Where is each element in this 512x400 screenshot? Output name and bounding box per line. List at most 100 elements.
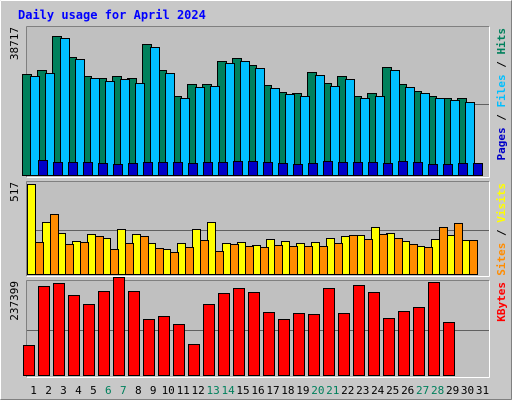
hits-bar-files-day-8	[135, 83, 145, 176]
hits-axis-title-hits: Hits	[495, 28, 508, 55]
kbytes-bar-kbytes-day-28	[428, 282, 440, 376]
hits-bar-files-day-2	[45, 73, 55, 176]
x-tick-label-day-7: 7	[120, 384, 127, 397]
visits-bar-sites-day-3	[65, 244, 74, 275]
kbytes-bar-kbytes-day-16	[248, 292, 260, 376]
visits-bar-sites-day-30	[469, 240, 478, 275]
hits-bar-pages-day-23	[368, 162, 378, 176]
visits-bar-sites-day-7	[125, 243, 134, 275]
kbytes-bar-kbytes-day-5	[83, 304, 95, 376]
x-tick-label-day-1: 1	[30, 384, 37, 397]
visits-bar-sites-day-23	[364, 239, 373, 275]
visits-bar-sites-day-29	[454, 223, 463, 275]
kbytes-bar-kbytes-day-26	[398, 311, 410, 376]
kbytes-bar-kbytes-day-4	[68, 295, 80, 376]
visits-bar-sites-day-16	[260, 247, 269, 275]
kbytes-bar-kbytes-day-25	[383, 318, 395, 376]
hits-bar-files-day-16	[255, 68, 265, 176]
hits-ymax-label: 38717	[8, 27, 21, 60]
hits-bar-pages-day-20	[323, 161, 333, 176]
hits-bar-files-day-21	[330, 86, 340, 176]
kbytes-bar-kbytes-day-27	[413, 307, 425, 376]
x-tick-label-day-5: 5	[90, 384, 97, 397]
visits-bar-sites-day-12	[200, 240, 209, 275]
x-tick-label-day-9: 9	[150, 384, 157, 397]
hits-bar-pages-day-19	[308, 163, 318, 176]
kbytes-bar-kbytes-day-21	[323, 288, 335, 376]
kbytes-axis-title-kbytes: KBytes	[495, 282, 508, 322]
hits-bar-pages-day-13	[218, 162, 228, 176]
visits-axis-title-visits: Visits	[495, 183, 508, 223]
hits-bar-pages-day-6	[113, 164, 123, 176]
visits-bar-sites-day-10	[170, 252, 179, 275]
x-tick-label-day-22: 22	[341, 384, 354, 397]
kbytes-bar-kbytes-day-6	[98, 291, 110, 376]
hits-bar-files-day-9	[150, 47, 160, 176]
hits-bar-pages-day-9	[158, 162, 168, 176]
x-tick-label-day-8: 8	[135, 384, 142, 397]
hits-bar-pages-day-16	[263, 162, 273, 176]
kbytes-bar-kbytes-day-11	[173, 324, 185, 376]
kbytes-bar-kbytes-day-10	[158, 316, 170, 376]
visits-bar-sites-day-17	[274, 245, 283, 275]
hits-bar-pages-day-29	[458, 163, 468, 176]
visits-bar-sites-day-6	[110, 249, 119, 275]
x-tick-label-day-31: 31	[476, 384, 489, 397]
visits-bar-sites-day-4	[80, 242, 89, 275]
visits-axis-title-sites: Sites	[495, 243, 508, 276]
panel-hits: 38717 Pages / Files / Hits	[8, 26, 508, 178]
chart-title: Daily usage for April 2024	[18, 8, 206, 22]
kbytes-bar-kbytes-day-14	[218, 293, 230, 376]
hits-bar-files-day-3	[60, 38, 70, 176]
hits-bar-files-day-11	[180, 98, 190, 176]
hits-bar-pages-day-14	[233, 161, 243, 176]
hits-bar-pages-day-27	[428, 164, 438, 176]
visits-bar-sites-day-20	[319, 246, 328, 275]
panel-visits: 517 Sites / Visits	[8, 181, 508, 277]
visits-bar-sites-day-5	[95, 236, 104, 275]
hits-bar-pages-day-1	[38, 160, 48, 176]
visits-bar-sites-day-28	[439, 227, 448, 275]
hits-axis-title-separator: /	[495, 55, 508, 75]
x-tick-label-day-10: 10	[162, 384, 175, 397]
x-axis-labels: 1 2 3 4 5 6 7 8 9 10 11 12 13 14 15 16 17 18 19 20 21 22 23 24 2…	[30, 384, 489, 397]
x-tick-label-day-30: 30	[461, 384, 474, 397]
hits-bar-pages-day-3	[68, 162, 78, 176]
hits-axis-title: Pages / Files / Hits	[495, 28, 508, 161]
chart-panels: 38717 Pages / Files / Hits 517 Sites / Visi…	[8, 26, 508, 378]
hits-bar-files-day-24	[375, 96, 385, 176]
x-tick-label-day-6: 6	[105, 384, 112, 397]
hits-bar-files-day-14	[225, 63, 235, 176]
x-tick-label-day-19: 19	[296, 384, 309, 397]
kbytes-bar-kbytes-day-17	[263, 312, 275, 376]
x-tick-label-day-26: 26	[401, 384, 414, 397]
visits-axis-title: Sites / Visits	[495, 183, 508, 276]
hits-bar-pages-day-11	[188, 163, 198, 176]
hits-bar-pages-day-12	[203, 162, 213, 176]
hits-bar-pages-day-25	[398, 161, 408, 176]
kbytes-bar-kbytes-day-8	[128, 291, 140, 376]
x-tick-label-day-14: 14	[221, 384, 235, 397]
hits-bar-files-day-17	[270, 88, 280, 176]
hits-bar-pages-day-5	[98, 163, 108, 176]
hits-bar-pages-day-10	[173, 162, 183, 176]
visits-bar-sites-day-14	[230, 244, 239, 275]
kbytes-bar-kbytes-day-20	[308, 314, 320, 376]
hits-bar-files-day-12	[195, 87, 205, 176]
hits-axis-title-pages: Pages	[495, 127, 508, 160]
x-tick-label-day-4: 4	[75, 384, 82, 397]
x-tick-label-day-13: 13	[206, 384, 219, 397]
panel-kbytes: 237399 KBytes	[8, 277, 508, 378]
hits-bar-pages-day-2	[53, 162, 63, 176]
visits-bar-sites-day-9	[155, 248, 164, 275]
visits-bar-sites-day-2	[50, 214, 59, 275]
visits-bar-sites-day-19	[304, 246, 313, 275]
hits-bar-files-day-27	[420, 93, 430, 176]
visits-axis-title-separator: /	[495, 223, 508, 243]
hits-bar-pages-day-22	[353, 162, 363, 176]
hits-bar-pages-day-30	[473, 163, 483, 176]
hits-bar-pages-day-17	[278, 163, 288, 176]
visits-ymax-label: 517	[8, 182, 21, 202]
hits-bar-files-day-4	[75, 59, 85, 176]
